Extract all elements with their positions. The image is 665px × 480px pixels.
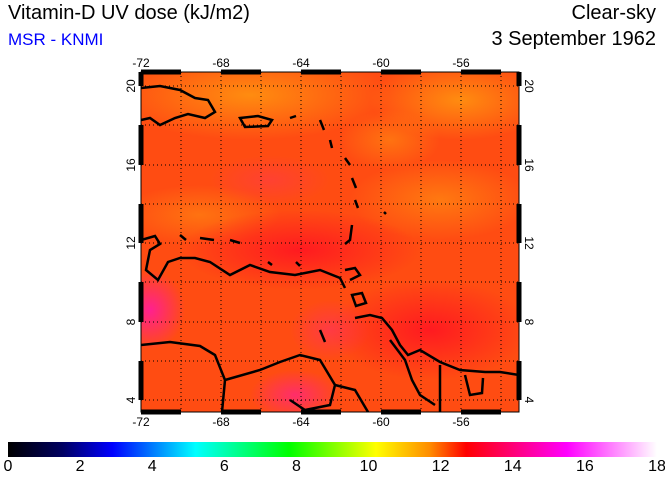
lat-tick-label: 12 (124, 236, 138, 250)
colorbar-tick-label: 8 (291, 458, 301, 475)
lon-labels-bottom: -72 -68 -64 -60 -56 (132, 415, 470, 429)
lat-tick-label: 8 (522, 319, 536, 326)
sky-condition: Clear-sky (571, 2, 656, 24)
lon-tick-label: -64 (292, 56, 310, 70)
colorbar-tick-label: 2 (75, 458, 85, 475)
lon-tick-label: -60 (372, 56, 390, 70)
colorbar (8, 442, 657, 457)
coastlines (141, 84, 519, 412)
lat-labels-right: 20 16 12 8 4 (522, 79, 536, 403)
lon-tick-label: -64 (292, 415, 310, 429)
colorbar-tick-label: 6 (219, 458, 229, 475)
colorbar-tick-label: 12 (431, 458, 450, 475)
date-label: 3 September 1962 (491, 28, 656, 50)
lat-tick-label: 16 (522, 158, 536, 172)
lat-tick-label: 16 (124, 158, 138, 172)
colorbar-tick-label: 0 (3, 458, 13, 475)
lon-tick-label: -68 (212, 415, 230, 429)
lon-tick-label: -60 (372, 415, 390, 429)
uv-dose-map: -72 -68 -64 -60 -56 -72 -68 -64 -60 -56 … (124, 56, 536, 429)
colorbar-tick-label: 14 (503, 458, 522, 475)
map-frame (138, 69, 522, 415)
colorbar-tick-label: 16 (575, 458, 594, 475)
source-label: MSR - KNMI (8, 30, 104, 49)
lon-tick-label: -56 (452, 56, 470, 70)
colorbar-tick-label: 18 (648, 458, 665, 475)
lon-tick-label: -72 (132, 56, 150, 70)
graticule (141, 72, 519, 412)
lat-tick-label: 4 (124, 396, 138, 403)
lon-tick-label: -56 (452, 415, 470, 429)
colorbar-tick-label: 4 (147, 458, 157, 475)
lon-tick-label: -68 (212, 56, 230, 70)
lon-tick-label: -72 (132, 415, 150, 429)
lon-labels-top: -72 -68 -64 -60 -56 (132, 56, 470, 70)
colorbar-tick-label: 10 (359, 458, 378, 475)
lat-labels-left: 20 16 12 8 4 (124, 79, 138, 403)
lat-tick-label: 12 (522, 236, 536, 250)
lat-tick-label: 20 (124, 79, 138, 93)
lat-tick-label: 4 (522, 397, 536, 404)
uv-field (141, 72, 519, 412)
map-title: Vitamin-D UV dose (kJ/m2) (8, 2, 250, 24)
lat-tick-label: 20 (522, 79, 536, 93)
lat-tick-label: 8 (124, 318, 138, 325)
